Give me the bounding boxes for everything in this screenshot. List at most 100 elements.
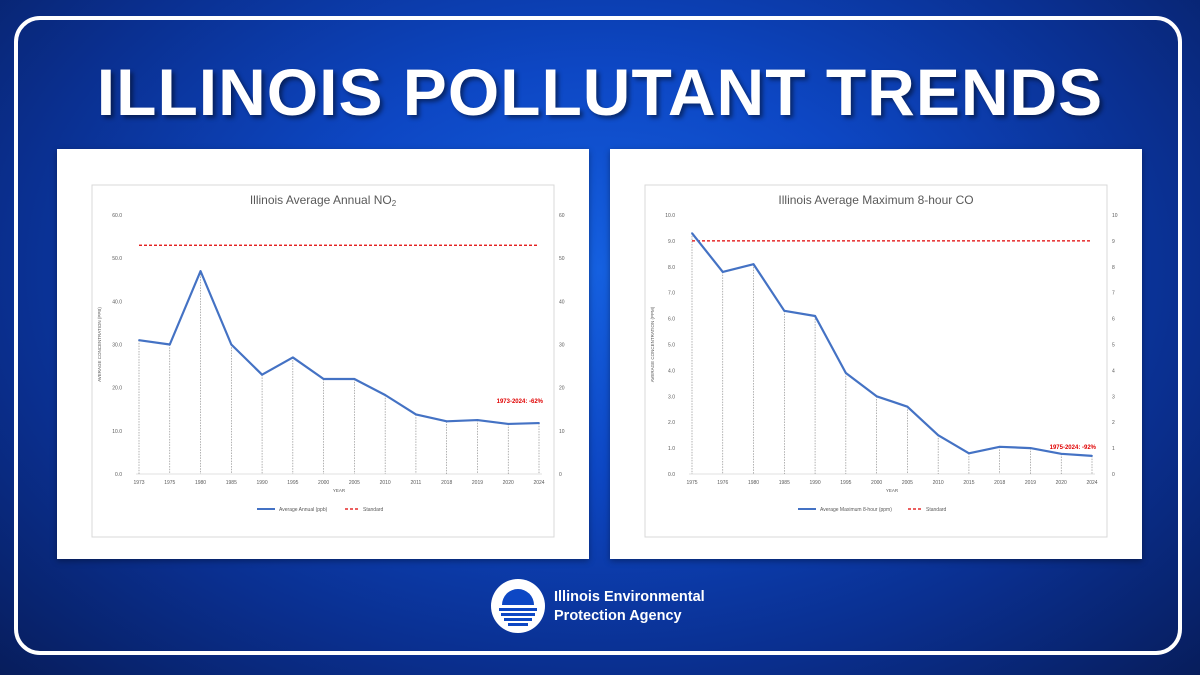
no2-data-point [322, 378, 325, 380]
no2-x-tick-label: 2019 [472, 480, 483, 486]
co-right-tick-label: 10 [1112, 213, 1118, 219]
no2-x-tick-label: 1990 [257, 480, 268, 486]
no2-left-tick-label: 0.0 [115, 472, 122, 478]
co-right-tick-label: 4 [1112, 368, 1115, 374]
no2-data-point [353, 378, 356, 380]
co-left-tick-label: 4.0 [668, 368, 675, 374]
no2-x-tick-label: 2000 [318, 480, 329, 486]
co-x-tick-label: 2005 [902, 480, 913, 486]
co-x-tick-label: 1980 [748, 480, 759, 486]
no2-x-axis-label: YEAR [333, 488, 346, 493]
no2-data-point [199, 270, 202, 273]
no2-x-tick-label: 2024 [533, 480, 544, 486]
co-y-axis-label: AVERAGE CONCENTRATION (PPM) [650, 306, 655, 382]
no2-x-tick-label: 1975 [164, 480, 175, 486]
no2-x-tick-label: 1973 [133, 480, 144, 486]
no2-right-tick-label: 60 [559, 213, 565, 219]
no2-left-tick-label: 40.0 [112, 299, 122, 305]
no2-data-point [291, 356, 294, 359]
no2-x-tick-label: 2018 [441, 480, 452, 486]
no2-right-tick-label: 0 [559, 472, 562, 478]
no2-right-tick-label: 30 [559, 343, 565, 349]
no2-legend-label-standard: Standard [363, 507, 384, 513]
no2-chart-title: Illinois Average Annual NO2 [250, 193, 397, 208]
co-x-tick-label: 2000 [871, 480, 882, 486]
co-left-tick-label: 10.0 [665, 213, 675, 219]
co-x-tick-label: 1990 [810, 480, 821, 486]
co-x-tick-label: 1985 [779, 480, 790, 486]
co-x-tick-label: 2020 [1056, 480, 1067, 486]
co-left-tick-label: 1.0 [668, 446, 675, 452]
no2-chart-area [91, 184, 555, 538]
no2-left-tick-label: 50.0 [112, 256, 122, 262]
no2-x-tick-label: 2005 [349, 480, 360, 486]
no2-x-tick-label: 2010 [380, 480, 391, 486]
co-left-tick-label: 5.0 [668, 343, 675, 349]
co-right-tick-label: 1 [1112, 446, 1115, 452]
co-left-tick-label: 2.0 [668, 420, 675, 426]
agency-name-line2: Protection Agency [554, 608, 682, 624]
co-right-tick-label: 3 [1112, 394, 1115, 400]
co-left-tick-label: 0.0 [668, 472, 675, 478]
co-right-tick-label: 0 [1112, 472, 1115, 478]
co-x-tick-label: 2018 [994, 480, 1005, 486]
no2-data-point [230, 343, 233, 346]
no2-legend-label-series: Average Annual (ppb) [279, 507, 328, 513]
co-right-tick-label: 5 [1112, 343, 1115, 349]
co-change-annotation: 1975-2024: -92% [1050, 445, 1097, 451]
co-data-point [752, 263, 755, 266]
no2-x-tick-label: 2020 [503, 480, 514, 486]
co-data-point [968, 452, 970, 455]
no2-data-point [476, 419, 479, 421]
no2-change-annotation: 1973-2024: -62% [497, 399, 544, 405]
co-chart-panel: Illinois Average Maximum 8-hour CO 0.0 1.0… [610, 149, 1142, 559]
co-right-tick-label: 8 [1112, 265, 1115, 271]
co-data-point [937, 434, 940, 437]
no2-data-point [415, 413, 417, 416]
co-left-tick-label: 6.0 [668, 317, 675, 323]
no2-left-tick-label: 20.0 [112, 386, 122, 392]
co-chart-title: Illinois Average Maximum 8-hour CO [778, 193, 973, 207]
co-left-tick-label: 8.0 [668, 265, 675, 271]
co-chart-area [644, 184, 1108, 538]
co-data-point [783, 309, 786, 312]
no2-right-tick-label: 50 [559, 256, 565, 262]
co-left-tick-label: 9.0 [668, 239, 675, 245]
co-chart: Illinois Average Maximum 8-hour CO 0.0 1.0… [644, 184, 1118, 538]
no2-chart-panel: Illinois Average Annual NO2 0.0 10.0 20.0 30… [57, 149, 589, 559]
co-series-line [691, 232, 1093, 457]
co-x-tick-label: 2024 [1086, 480, 1097, 486]
no2-x-tick-label: 1995 [287, 480, 298, 486]
agency-name: Illinois Environmental Protection Agency [554, 588, 705, 626]
co-right-tick-label: 2 [1112, 420, 1115, 426]
no2-data-point [538, 422, 540, 424]
no2-data-point [138, 339, 140, 342]
no2-x-tick-label: 1980 [195, 480, 206, 486]
co-right-tick-label: 9 [1112, 239, 1115, 245]
co-left-tick-label: 7.0 [668, 291, 675, 297]
agency-logo: Illinois Environmental Protection Agency [490, 578, 730, 636]
co-x-tick-label: 1975 [686, 480, 697, 486]
co-x-tick-label: 2010 [933, 480, 944, 486]
page-title: ILLINOIS POLLUTANT TRENDS [96, 55, 1104, 129]
no2-data-point [507, 423, 510, 425]
co-x-tick-label: 1995 [840, 480, 851, 486]
no2-chart-title-subscript: 2 [392, 199, 397, 208]
iepa-seal-icon [491, 579, 545, 633]
co-data-point [1060, 452, 1063, 455]
no2-left-tick-label: 30.0 [112, 343, 122, 349]
co-x-tick-label: 1976 [717, 480, 728, 486]
no2-data-point [261, 373, 263, 376]
co-legend-label-standard: Standard [926, 507, 947, 513]
no2-data-point [384, 394, 387, 396]
co-left-tick-label: 3.0 [668, 394, 675, 400]
no2-chart: Illinois Average Annual NO2 0.0 10.0 20.0 30… [91, 184, 565, 538]
no2-data-point [168, 343, 171, 346]
co-legend-label-series: Average Maximum 8-hour (ppm) [820, 507, 892, 513]
co-data-point [721, 271, 724, 273]
co-data-point [844, 372, 847, 374]
co-data-point [998, 445, 1001, 448]
co-x-axis-label: YEAR [886, 488, 899, 493]
no2-left-tick-label: 60.0 [112, 213, 122, 219]
no2-right-tick-label: 20 [559, 386, 565, 392]
